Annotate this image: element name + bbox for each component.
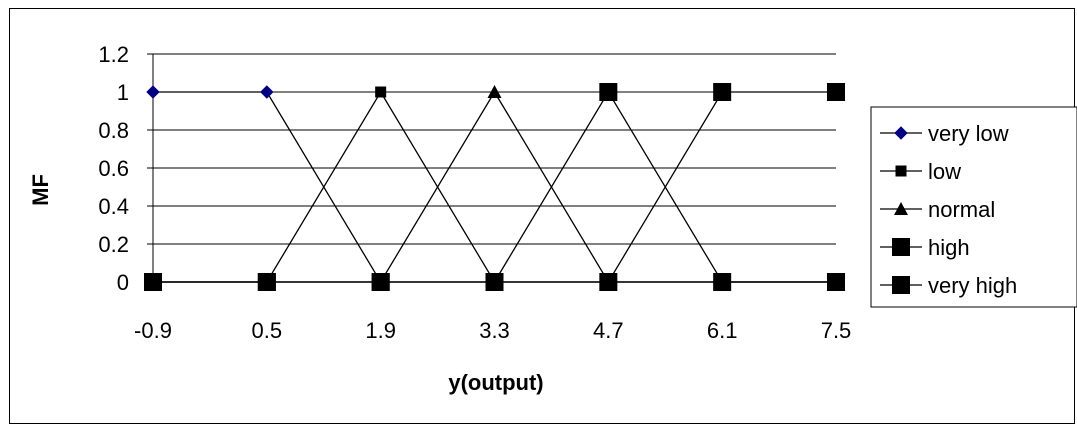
data-point xyxy=(827,83,845,101)
legend-label: very high xyxy=(928,273,1017,298)
data-point xyxy=(827,273,845,291)
series-line xyxy=(153,90,836,283)
x-tick-label: 4.7 xyxy=(593,318,624,343)
axes xyxy=(147,53,837,288)
data-point xyxy=(375,86,387,98)
data-point xyxy=(892,238,910,256)
series-line xyxy=(153,90,836,283)
legend-label: normal xyxy=(928,197,995,222)
data-point xyxy=(371,273,390,291)
x-tick-label: 0.5 xyxy=(252,318,283,343)
series-line xyxy=(153,91,836,283)
data-point xyxy=(892,276,910,294)
x-axis-title: y(output) xyxy=(448,370,543,395)
y-tick-label: 0.4 xyxy=(98,194,129,219)
y-tick-label: 0.2 xyxy=(98,232,129,257)
x-tick-label: 6.1 xyxy=(707,318,738,343)
y-tick-label: 1.2 xyxy=(98,42,129,67)
data-point xyxy=(485,273,504,291)
y-tick-label: 0 xyxy=(117,270,129,295)
x-tick-label: 1.9 xyxy=(365,318,396,343)
data-point xyxy=(713,273,732,291)
series-line xyxy=(153,90,836,283)
legend-label: very low xyxy=(928,121,1009,146)
y-axis-title: MF xyxy=(28,174,53,206)
data-point xyxy=(895,165,907,177)
x-tick-label: 7.5 xyxy=(821,318,852,343)
y-tick-label: 1 xyxy=(117,80,129,105)
data-point xyxy=(599,83,618,101)
data-point xyxy=(599,273,618,291)
data-point xyxy=(894,126,908,140)
series-line xyxy=(153,91,836,283)
legend-label: high xyxy=(928,235,970,260)
data-point xyxy=(144,273,162,291)
x-tick-label: -0.9 xyxy=(134,318,172,343)
y-tick-label: 0.8 xyxy=(98,118,129,143)
y-tick-label: 0.6 xyxy=(98,156,129,181)
legend: very low low normal high very high xyxy=(870,106,1077,308)
x-tick-label: 3.3 xyxy=(479,318,510,343)
series xyxy=(144,83,845,291)
data-point xyxy=(257,273,276,291)
data-point xyxy=(894,202,908,215)
tick-labels: 0 0.2 0.4 0.6 0.8 1 1.2 -0.9 0.5 1.9 3.3 4.7 6.1 7.5 xyxy=(98,42,851,343)
legend-label: low xyxy=(928,159,961,184)
data-point xyxy=(146,85,160,99)
legend-box xyxy=(870,106,1077,308)
data-point xyxy=(713,83,732,101)
data-point xyxy=(487,85,502,98)
data-point xyxy=(260,85,274,99)
